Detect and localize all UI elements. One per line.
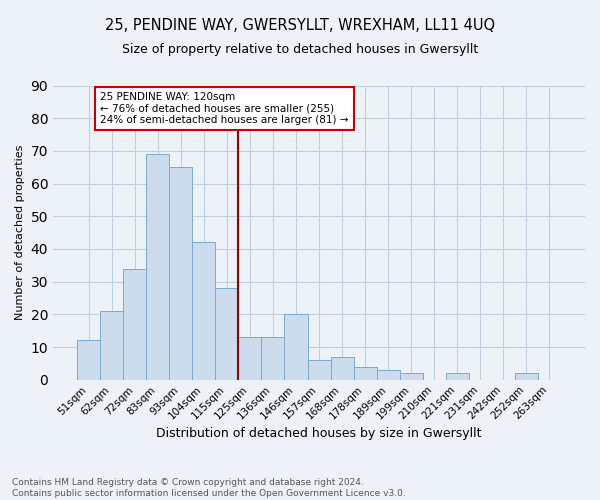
Bar xyxy=(353,366,377,380)
Bar xyxy=(215,288,238,380)
Bar xyxy=(446,373,469,380)
Bar xyxy=(100,311,123,380)
Bar xyxy=(284,314,308,380)
Text: Size of property relative to detached houses in Gwersyllt: Size of property relative to detached ho… xyxy=(122,42,478,56)
Bar xyxy=(331,357,353,380)
Bar xyxy=(238,337,262,380)
Bar xyxy=(262,337,284,380)
Bar xyxy=(400,373,422,380)
Bar xyxy=(123,268,146,380)
Bar xyxy=(169,167,193,380)
Text: 25, PENDINE WAY, GWERSYLLT, WREXHAM, LL11 4UQ: 25, PENDINE WAY, GWERSYLLT, WREXHAM, LL1… xyxy=(105,18,495,32)
Text: 25 PENDINE WAY: 120sqm
← 76% of detached houses are smaller (255)
24% of semi-de: 25 PENDINE WAY: 120sqm ← 76% of detached… xyxy=(100,92,349,125)
Bar xyxy=(308,360,331,380)
Bar xyxy=(146,154,169,380)
Bar xyxy=(77,340,100,380)
X-axis label: Distribution of detached houses by size in Gwersyllt: Distribution of detached houses by size … xyxy=(156,427,482,440)
Bar xyxy=(515,373,538,380)
Bar xyxy=(193,242,215,380)
Bar xyxy=(377,370,400,380)
Text: Contains HM Land Registry data © Crown copyright and database right 2024.
Contai: Contains HM Land Registry data © Crown c… xyxy=(12,478,406,498)
Y-axis label: Number of detached properties: Number of detached properties xyxy=(15,145,25,320)
